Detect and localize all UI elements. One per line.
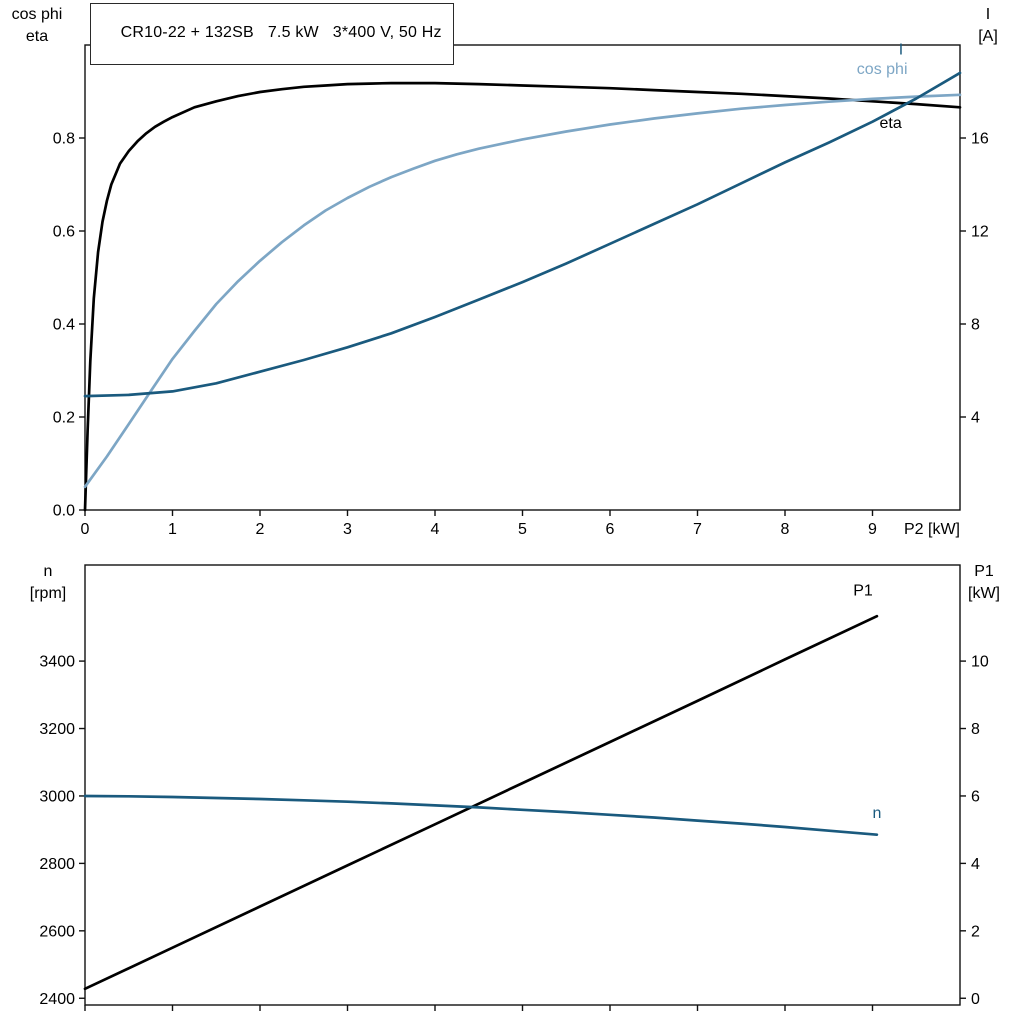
y-left-tick-label: 2800 bbox=[39, 856, 75, 873]
bottom-left-axis-unit: n [rpm] bbox=[18, 561, 78, 605]
y-left-tick-label: 0.8 bbox=[53, 131, 75, 148]
x-axis-title: P2 [kW] bbox=[904, 521, 960, 538]
x-tick-label: 7 bbox=[693, 521, 702, 538]
curve-cos-phi bbox=[83, 93, 962, 489]
curve-P1 bbox=[83, 614, 879, 991]
y-left-tick-label: 0.0 bbox=[53, 503, 75, 520]
x-tick-label: 0 bbox=[81, 521, 90, 538]
y-right-tick-label: 6 bbox=[971, 788, 980, 805]
x-tick-label: 5 bbox=[518, 521, 527, 538]
y-left-tick-label: 0.4 bbox=[53, 317, 75, 334]
x-tick-label: 6 bbox=[606, 521, 615, 538]
curve-n bbox=[83, 794, 879, 837]
y-left-tick-label: 3000 bbox=[39, 788, 75, 805]
x-tick-label: 3 bbox=[343, 521, 352, 538]
chart-title: CR10-22 + 132SB 7.5 kW 3*400 V, 50 Hz bbox=[120, 24, 442, 41]
curve-label-n: n bbox=[873, 805, 882, 822]
top-chart-canvas: 0 1 2 3 4 5 6 7 8 9 P2 [kW]0.00.20.40.60.8481216et… bbox=[53, 41, 989, 538]
curve-label-eta: eta bbox=[880, 115, 902, 132]
y-right-tick-label: 4 bbox=[971, 856, 980, 873]
curve-I bbox=[83, 71, 962, 398]
plot-frame bbox=[84, 44, 961, 511]
plot-frame bbox=[84, 564, 961, 1006]
curve-label-I: I bbox=[899, 41, 903, 58]
axis-label-cos-phi: cos phi bbox=[11, 6, 63, 23]
x-tick-label: 9 bbox=[868, 521, 877, 538]
curve-eta bbox=[83, 81, 962, 512]
chart-title-box: CR10-22 + 132SB 7.5 kW 3*400 V, 50 Hz bbox=[90, 3, 454, 65]
y-right-tick-label: 0 bbox=[971, 991, 980, 1008]
curve-label-P1: P1 bbox=[853, 582, 873, 599]
y-left-tick-label: 2600 bbox=[39, 923, 75, 940]
bottom-chart-canvas: 2400 2600 2800 3000 3200 3400 0 2 4 6 8 10 P1 n bbox=[39, 564, 989, 1011]
y-right-tick-label: 12 bbox=[971, 224, 989, 241]
curve-label-cos-phi: cos phi bbox=[857, 61, 908, 78]
axis-unit-kw: [kW] bbox=[968, 585, 1000, 602]
axis-label-eta: eta bbox=[25, 28, 49, 45]
x-tick-label: 2 bbox=[256, 521, 265, 538]
y-right-tick-label: 10 bbox=[971, 654, 989, 671]
top-right-axis-unit: I [A] bbox=[964, 4, 1012, 48]
y-right-tick-label: 8 bbox=[971, 721, 980, 738]
y-left-tick-label: 2400 bbox=[39, 991, 75, 1008]
y-right-tick-label: 2 bbox=[971, 923, 980, 940]
axis-unit-ampere: [A] bbox=[978, 28, 998, 45]
x-tick-label: 4 bbox=[431, 521, 440, 538]
bottom-right-axis-unit: P1 [kW] bbox=[958, 561, 1010, 605]
axis-label-speed: n bbox=[43, 563, 53, 580]
axis-label-p1: P1 bbox=[974, 563, 994, 580]
y-right-tick-label: 4 bbox=[971, 410, 980, 427]
axis-label-current: I bbox=[985, 6, 991, 23]
x-tick-label: 1 bbox=[168, 521, 177, 538]
y-left-tick-label: 3400 bbox=[39, 654, 75, 671]
y-left-tick-label: 0.6 bbox=[53, 224, 75, 241]
y-left-tick-label: 3200 bbox=[39, 721, 75, 738]
top-left-axis-unit: cos phi eta bbox=[6, 4, 68, 48]
y-right-tick-label: 8 bbox=[971, 317, 980, 334]
y-left-tick-label: 0.2 bbox=[53, 410, 75, 427]
x-tick-label: 8 bbox=[781, 521, 790, 538]
axis-unit-rpm: [rpm] bbox=[29, 585, 67, 602]
y-right-tick-label: 16 bbox=[971, 131, 989, 148]
